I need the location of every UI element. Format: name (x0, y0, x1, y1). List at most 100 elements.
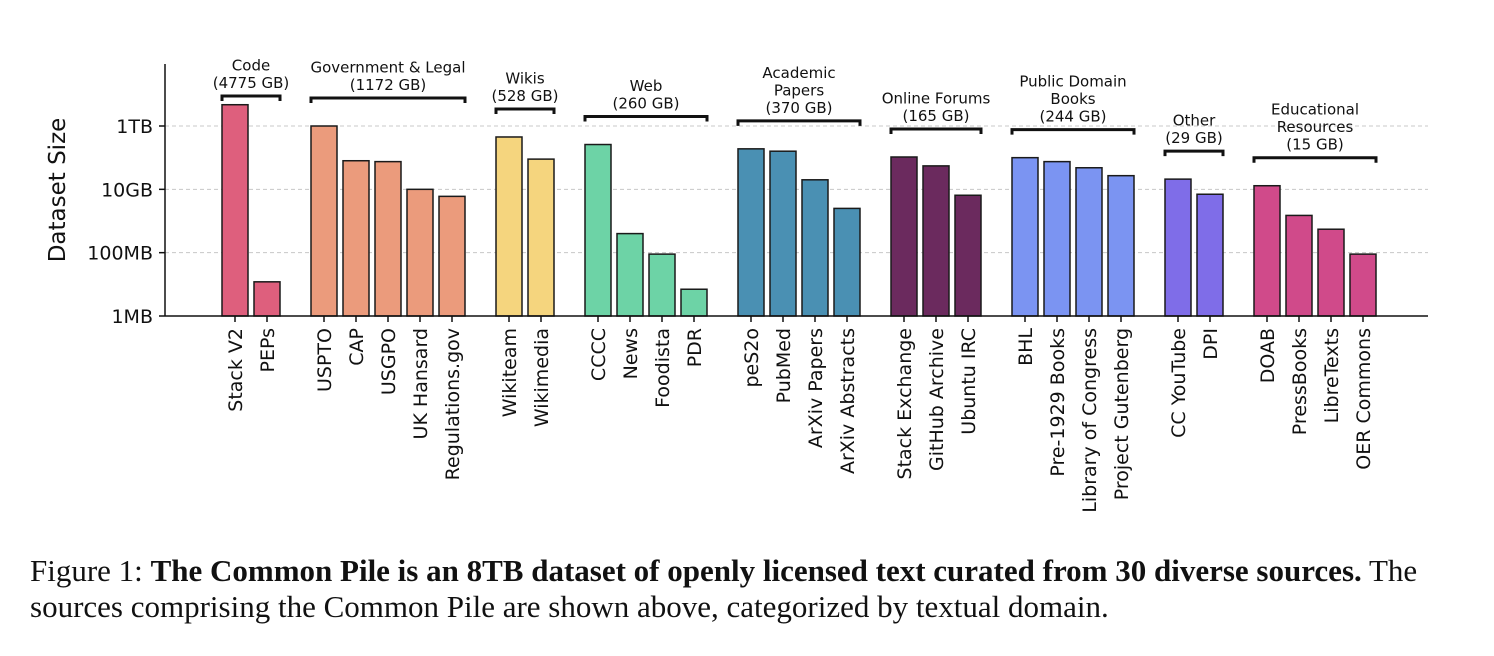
x-tick-label: CCCC (588, 328, 610, 381)
group-label: Public Domain (1019, 73, 1126, 91)
x-tick-label: CC YouTube (1168, 328, 1190, 438)
x-tick-label: Stack V2 (225, 328, 247, 412)
bar (1107, 174, 1135, 317)
bar (890, 156, 918, 317)
group-label: Resources (1277, 118, 1354, 136)
group-label: (4775 GB) (213, 74, 290, 92)
bar (1011, 156, 1039, 317)
y-tick-label: 1MB (111, 306, 153, 328)
bar (1164, 178, 1192, 317)
caption-prefix: Figure 1: (30, 553, 151, 588)
x-tick-label: Wikiteam (499, 328, 521, 417)
bar (406, 188, 434, 317)
group-label: (528 GB) (491, 87, 558, 105)
group-bracket (1163, 149, 1225, 157)
bar (221, 103, 249, 317)
bar (527, 158, 555, 317)
x-tick-label: UK Hansard (410, 328, 432, 439)
bar (253, 281, 281, 317)
bar (833, 207, 861, 317)
bar (1317, 228, 1345, 317)
group-bracket (889, 127, 983, 134)
figure-caption: Figure 1: The Common Pile is an 8TB data… (30, 553, 1470, 625)
x-tick-label: LibreTexts (1321, 328, 1343, 423)
bar (495, 136, 523, 317)
group-bracket (583, 115, 709, 122)
x-tick-label: peS2o (741, 328, 763, 388)
caption-bold-text: The Common Pile is an 8TB dataset of ope… (150, 553, 1362, 588)
dataset-size-chart: 1MB 100MB 10GB 1TB Dataset Size Stack V2 PEPs C… (45, 57, 1428, 513)
bars (221, 103, 1377, 317)
group-label: (1172 GB) (350, 76, 427, 94)
x-tick-label: Library of Congress (1079, 328, 1101, 513)
x-tick-label: PEPs (257, 328, 279, 373)
group-bracket (736, 119, 862, 126)
group-label: Government & Legal (311, 59, 466, 77)
x-tick-label: Ubuntu IRC (958, 328, 980, 435)
x-tick-label: Pre-1929 Books (1047, 328, 1069, 477)
bar (1075, 167, 1103, 317)
bar (342, 159, 370, 317)
x-tick-label: DPI (1200, 328, 1222, 360)
y-tick-label: 1TB (116, 116, 153, 138)
x-tick-label: Regulations.gov (442, 328, 464, 480)
group-label: (244 GB) (1039, 108, 1106, 126)
group-label: (29 GB) (1165, 129, 1222, 147)
group-label: Wikis (505, 69, 545, 87)
x-tick-label: Project Gutenberg (1111, 328, 1133, 500)
bar (438, 195, 466, 317)
bar (680, 288, 708, 317)
bar (584, 143, 612, 317)
group-label: (15 GB) (1286, 136, 1343, 154)
group-label: Books (1050, 90, 1095, 108)
x-tick-label: PubMed (773, 328, 795, 403)
bar (310, 125, 338, 317)
y-tick-label: 100MB (87, 243, 153, 265)
group-label: Academic (762, 64, 835, 82)
x-tick-label: Stack Exchange (894, 328, 916, 479)
bar (1043, 160, 1071, 317)
x-tick-label: OER Commons (1353, 328, 1375, 470)
labels: 1MB 100MB 10GB 1TB Dataset Size Stack V2 PEPs C… (45, 57, 1375, 513)
bar (954, 194, 982, 317)
bar (374, 160, 402, 317)
group-label: Code (232, 57, 270, 75)
x-tick-label: ArXiv Papers (805, 328, 827, 448)
group-label: Papers (774, 81, 824, 99)
x-tick-label: USGPO (378, 328, 400, 395)
bar (1196, 193, 1224, 317)
group-bracket (1010, 128, 1136, 135)
bar (1285, 214, 1313, 317)
bar (1253, 184, 1281, 317)
x-tick-label: News (620, 328, 642, 379)
bar (1349, 253, 1377, 317)
bar (801, 179, 829, 317)
axes (159, 64, 1428, 322)
group-label: Web (630, 77, 663, 95)
x-tick-label: USPTO (314, 328, 336, 392)
x-tick-label: Foodista (652, 328, 674, 408)
x-tick-label: DOAB (1257, 328, 1279, 383)
x-tick-label: PressBooks (1289, 328, 1311, 435)
group-label: Online Forums (882, 89, 991, 107)
x-tick-label: CAP (346, 328, 368, 366)
group-bracket (309, 96, 467, 103)
bar (648, 253, 676, 317)
x-tick-label: GitHub Archive (926, 328, 948, 471)
group-label: (260 GB) (612, 95, 679, 113)
group-label: Other (1173, 112, 1216, 130)
y-axis-label: Dataset Size (45, 118, 71, 263)
x-tick-label: ArXiv Abstracts (837, 328, 859, 474)
group-bracket (1252, 156, 1378, 163)
group-bracket (220, 94, 282, 101)
group-label: (165 GB) (902, 107, 969, 125)
x-tick-label: BHL (1015, 328, 1037, 366)
group-label: (370 GB) (765, 99, 832, 117)
group-label: Educational (1271, 101, 1359, 119)
y-tick-label: 10GB (101, 179, 153, 201)
x-tick-label: Wikimedia (531, 328, 553, 427)
bar (737, 148, 765, 317)
caption-rest-text: The sources comprising the Common Pile a… (30, 553, 1418, 624)
x-tick-label: PDR (684, 328, 706, 367)
group-bracket (494, 107, 556, 114)
